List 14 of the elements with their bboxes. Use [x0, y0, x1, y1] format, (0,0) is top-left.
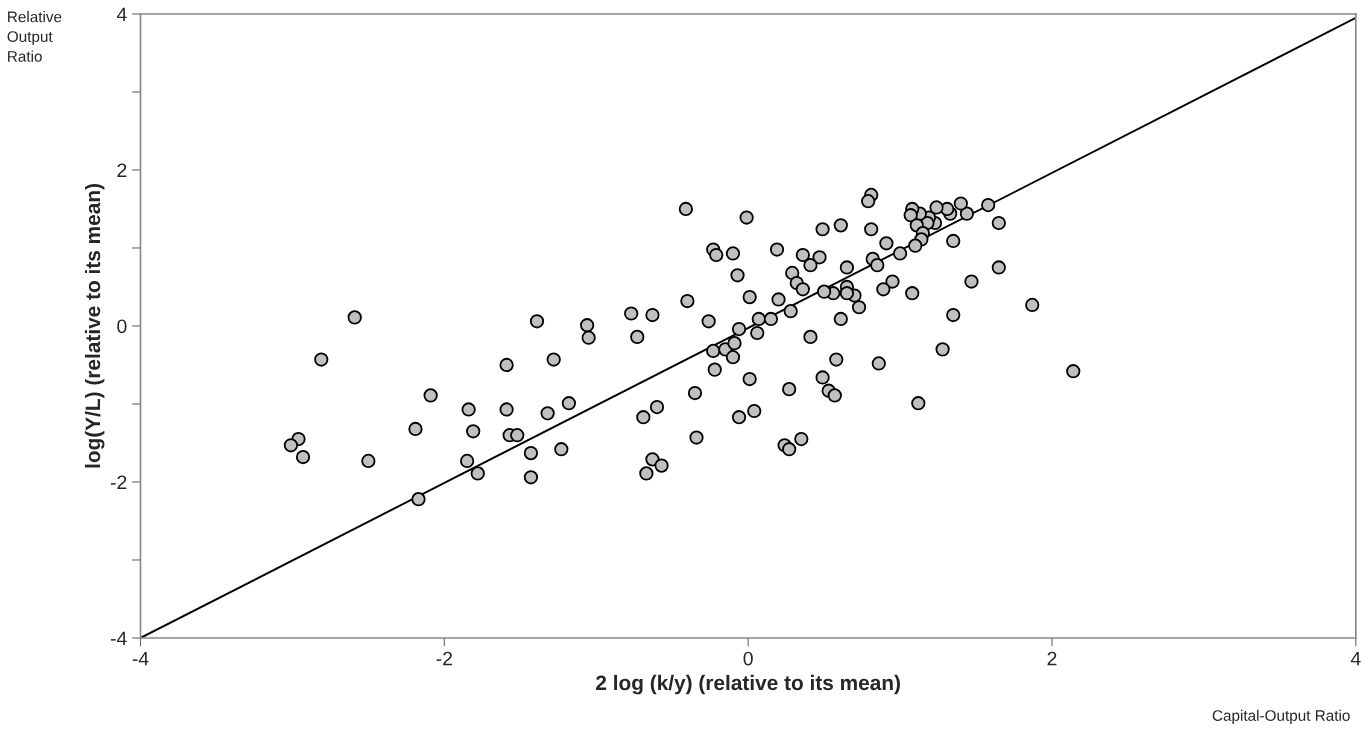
x-tick-label: 2: [1047, 651, 1057, 666]
y-tick-label: 0: [117, 319, 127, 334]
x-tick-label: -4: [132, 651, 149, 666]
x-tick-label: 0: [743, 651, 753, 666]
x-axis-title: 2 log (k/y) (relative to its mean): [596, 674, 900, 695]
y-tick-label: -2: [110, 475, 127, 490]
y-tick-label: -4: [110, 631, 127, 646]
y-tick-label: 2: [117, 163, 127, 178]
x-tick-label: 4: [1350, 651, 1361, 666]
x-tick-label: -2: [436, 651, 452, 666]
y-tick-label: 4: [116, 7, 127, 22]
text: Capital-Output Ratio: [1212, 709, 1350, 724]
text: Relative Output Ratio: [7, 11, 62, 62]
y-axis-title: log(Y/L) (relative to its mean): [84, 184, 105, 468]
